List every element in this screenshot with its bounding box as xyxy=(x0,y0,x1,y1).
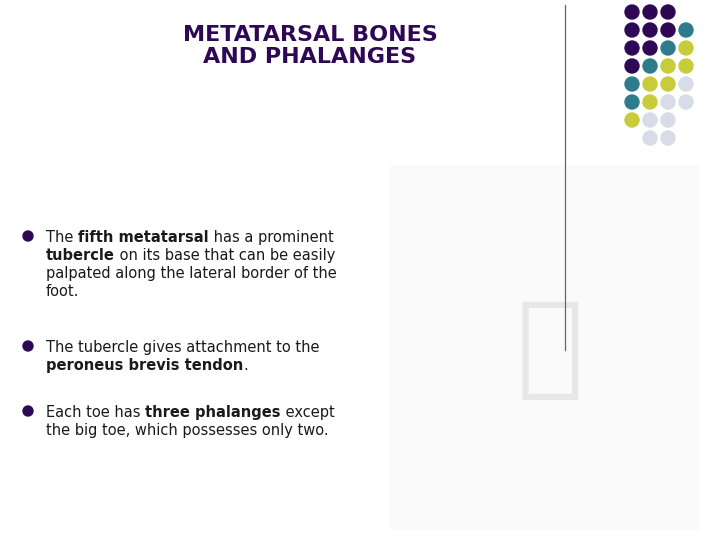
Text: the big toe, which possesses only two.: the big toe, which possesses only two. xyxy=(46,423,328,438)
Circle shape xyxy=(23,406,33,416)
Text: has a prominent: has a prominent xyxy=(209,230,333,245)
Text: .: . xyxy=(243,358,248,373)
Text: foot.: foot. xyxy=(46,284,79,299)
Circle shape xyxy=(643,59,657,73)
Text: three phalanges: three phalanges xyxy=(145,405,281,420)
Text: The tubercle gives attachment to the: The tubercle gives attachment to the xyxy=(46,340,320,355)
Circle shape xyxy=(661,59,675,73)
Circle shape xyxy=(643,131,657,145)
Circle shape xyxy=(679,95,693,109)
Circle shape xyxy=(625,59,639,73)
Circle shape xyxy=(643,41,657,55)
Text: on its base that can be easily: on its base that can be easily xyxy=(115,248,336,263)
Text: Each toe has: Each toe has xyxy=(46,405,145,420)
Circle shape xyxy=(625,23,639,37)
Text: palpated along the lateral border of the: palpated along the lateral border of the xyxy=(46,266,337,281)
Text: fifth metatarsal: fifth metatarsal xyxy=(78,230,209,245)
Circle shape xyxy=(643,5,657,19)
Circle shape xyxy=(679,59,693,73)
Circle shape xyxy=(643,113,657,127)
Circle shape xyxy=(23,231,33,241)
Circle shape xyxy=(679,77,693,91)
Text: peroneus brevis tendon: peroneus brevis tendon xyxy=(46,358,243,373)
Text: except: except xyxy=(281,405,334,420)
Circle shape xyxy=(643,95,657,109)
Circle shape xyxy=(625,95,639,109)
Circle shape xyxy=(661,23,675,37)
Text: 🦴: 🦴 xyxy=(517,296,583,403)
Circle shape xyxy=(661,131,675,145)
Circle shape xyxy=(643,23,657,37)
Circle shape xyxy=(661,5,675,19)
Text: METATARSAL BONES
AND PHALANGES: METATARSAL BONES AND PHALANGES xyxy=(183,25,437,68)
Text: tubercle: tubercle xyxy=(46,248,115,263)
Circle shape xyxy=(679,41,693,55)
Circle shape xyxy=(625,113,639,127)
Circle shape xyxy=(625,41,639,55)
Circle shape xyxy=(661,41,675,55)
Circle shape xyxy=(643,77,657,91)
Circle shape xyxy=(661,95,675,109)
Circle shape xyxy=(625,5,639,19)
Circle shape xyxy=(679,23,693,37)
Circle shape xyxy=(23,341,33,351)
Circle shape xyxy=(661,113,675,127)
Bar xyxy=(390,165,700,530)
Text: The: The xyxy=(46,230,78,245)
Circle shape xyxy=(625,77,639,91)
Circle shape xyxy=(661,77,675,91)
